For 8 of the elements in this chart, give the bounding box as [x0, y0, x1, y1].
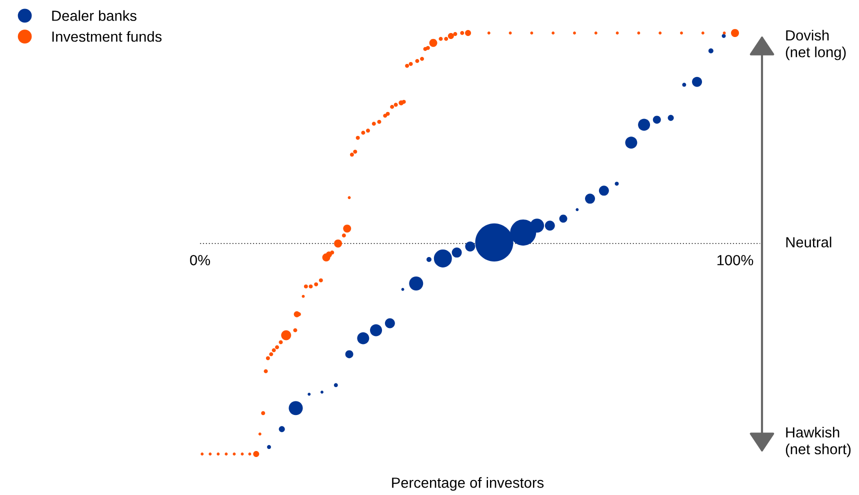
text: Dovish (net long) [786, 30, 846, 60]
text: Hawkish (net short) [786, 426, 851, 458]
ref-line-label: Neutral [786, 236, 832, 248]
x-tick-label: 0% [190, 254, 210, 266]
x-tick-label: 100% [717, 254, 754, 266]
legend-label: Dealer banks [52, 10, 136, 21]
legend-label: Investment funds [52, 31, 162, 42]
x-axis-title: Percentage of investors [392, 477, 544, 491]
